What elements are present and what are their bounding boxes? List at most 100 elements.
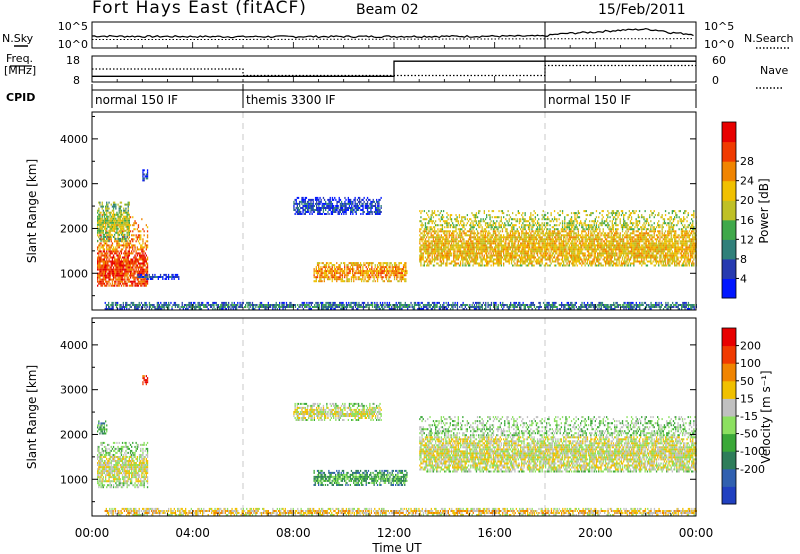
range-cell: [456, 262, 458, 265]
noise-right-tick-bottom: 10^0: [704, 38, 734, 51]
range-cell: [475, 216, 478, 219]
range-cell: [141, 246, 143, 249]
range-cell: [103, 219, 106, 222]
range-cell: [520, 238, 522, 241]
range-cell: [114, 219, 116, 222]
range-cell: [473, 234, 475, 237]
range-cell: [478, 222, 480, 225]
range-cell: [576, 222, 578, 225]
range-cell: [315, 280, 317, 283]
range-cell: [544, 246, 547, 249]
range-cell: [101, 268, 103, 271]
range-cell: [432, 230, 435, 233]
range-cell: [400, 276, 402, 279]
range-cell: [357, 278, 359, 281]
range-cell: [330, 276, 332, 279]
range-cell: [330, 211, 332, 213]
range-cell: [118, 225, 120, 228]
range-cell: [318, 266, 320, 269]
range-cell: [555, 244, 557, 247]
range-cell: [365, 213, 368, 215]
range-cell: [133, 228, 135, 231]
range-cell: [100, 223, 102, 226]
range-cell: [358, 270, 361, 273]
range-cell: [319, 274, 321, 277]
range-cell: [548, 242, 550, 245]
range-cell: [327, 268, 329, 271]
range-cell: [482, 238, 484, 241]
range-cell: [98, 201, 100, 204]
range-cell: [556, 228, 558, 231]
range-cell: [396, 264, 398, 267]
range-cell: [435, 248, 437, 251]
range-cell: [110, 260, 112, 263]
range-cell: [572, 224, 574, 227]
range-cell: [514, 234, 516, 237]
range-cell: [532, 260, 534, 263]
range-cell: [119, 207, 121, 210]
range-cell: [496, 240, 498, 243]
range-cell: [107, 225, 109, 228]
range-cell: [454, 262, 456, 265]
range-cell: [512, 228, 514, 231]
range-cell: [385, 264, 388, 267]
range-cell: [573, 246, 575, 249]
range-cell: [561, 254, 564, 257]
range-cell: [144, 244, 146, 247]
range-cell: [359, 272, 362, 275]
range-cell: [369, 268, 371, 271]
range-cell: [457, 234, 459, 237]
range-cell: [473, 260, 475, 263]
range-cell: [464, 244, 466, 247]
range-cell: [475, 262, 478, 265]
range-cell: [572, 240, 574, 243]
range-cell: [324, 276, 327, 279]
range-cell: [577, 212, 579, 215]
range-cell: [339, 202, 342, 205]
range-cell: [556, 234, 558, 237]
range-cell: [361, 264, 363, 267]
range-cell: [462, 250, 464, 253]
range-cell: [108, 223, 110, 226]
range-cell: [366, 196, 369, 199]
range-cell: [457, 244, 459, 247]
range-cell: [497, 244, 499, 247]
range-cell: [382, 272, 384, 275]
range-cell: [500, 246, 502, 249]
range-cell: [138, 236, 141, 239]
range-cell: [355, 270, 357, 273]
range-cell: [523, 248, 525, 251]
range-cell: [354, 198, 356, 201]
range-cell: [105, 260, 107, 263]
range-cell: [531, 254, 533, 257]
range-cell: [440, 240, 442, 243]
range-cell: [433, 250, 436, 253]
range-cell: [142, 250, 144, 253]
nsky-label: N.Sky: [2, 32, 34, 45]
range-cell: [476, 262, 479, 265]
range-cell: [121, 268, 124, 271]
range-cell: [478, 242, 480, 245]
range-cell: [497, 264, 499, 267]
range-cell: [369, 211, 371, 213]
range-cell: [124, 280, 126, 283]
range-cell: [422, 246, 424, 249]
range-cell: [556, 220, 558, 223]
range-cell: [128, 225, 130, 228]
range-cell: [378, 207, 380, 209]
range-cell: [455, 246, 457, 249]
range-cell: [123, 242, 125, 245]
range-cell: [574, 232, 576, 235]
range-cell: [470, 254, 472, 257]
range-cell: [117, 268, 119, 271]
range-cell: [117, 203, 119, 206]
range-cell: [302, 209, 304, 211]
range-cell: [440, 242, 442, 245]
range-cell: [481, 228, 483, 231]
range-cell: [365, 272, 367, 275]
range-cell: [363, 262, 365, 265]
range-cell: [550, 254, 552, 257]
range-cell: [478, 220, 480, 223]
range-cell: [584, 248, 586, 251]
range-cell: [551, 230, 553, 233]
